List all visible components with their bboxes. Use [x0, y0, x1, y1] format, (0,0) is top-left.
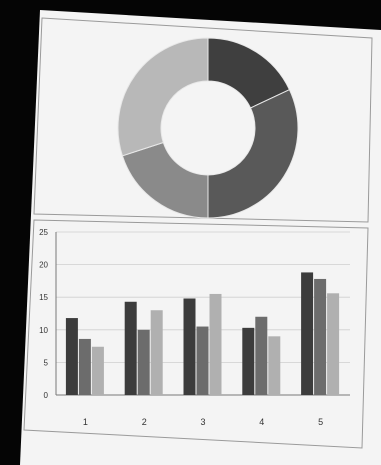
bar-c1-s1: [65, 318, 78, 395]
y-tick-label: 0: [44, 391, 49, 400]
bar-c2-s2: [137, 329, 150, 395]
bar-c4-s3: [268, 336, 281, 395]
y-tick-label: 15: [39, 293, 48, 302]
bar-frame: [23, 219, 369, 449]
bar-chart: 0 5 10 15 20 25 1 2 3 4 5: [39, 228, 350, 427]
donut-frame: [33, 17, 373, 223]
bar-c3-s3: [209, 293, 222, 395]
bar-c4-s2: [255, 316, 268, 395]
x-tick-label: 1: [83, 417, 88, 427]
bar-c3-s2: [196, 326, 209, 395]
donut-slice-4: [117, 37, 209, 157]
bar-c1-s3: [91, 346, 104, 395]
bar-c3-s1: [183, 298, 196, 395]
y-tick-label: 5: [44, 358, 49, 367]
bar-c2-s3: [150, 310, 163, 395]
y-tick-label: 10: [39, 326, 48, 335]
donut-chart: [117, 37, 299, 219]
bar-c5-s1: [301, 272, 314, 395]
bar-c5-s2: [314, 278, 327, 395]
x-tick-label: 5: [318, 417, 323, 427]
y-tick-label: 20: [39, 261, 48, 270]
bar-c4-s1: [242, 327, 255, 395]
bar-c2-s1: [124, 301, 137, 395]
x-tick-label: 3: [200, 417, 205, 427]
donut-slice-2: [207, 89, 299, 219]
bar-c1-s2: [78, 338, 91, 395]
x-tick-label: 4: [259, 417, 264, 427]
bar-c5-s3: [327, 293, 340, 395]
x-tick-label: 2: [142, 417, 147, 427]
y-tick-label: 25: [39, 228, 48, 237]
